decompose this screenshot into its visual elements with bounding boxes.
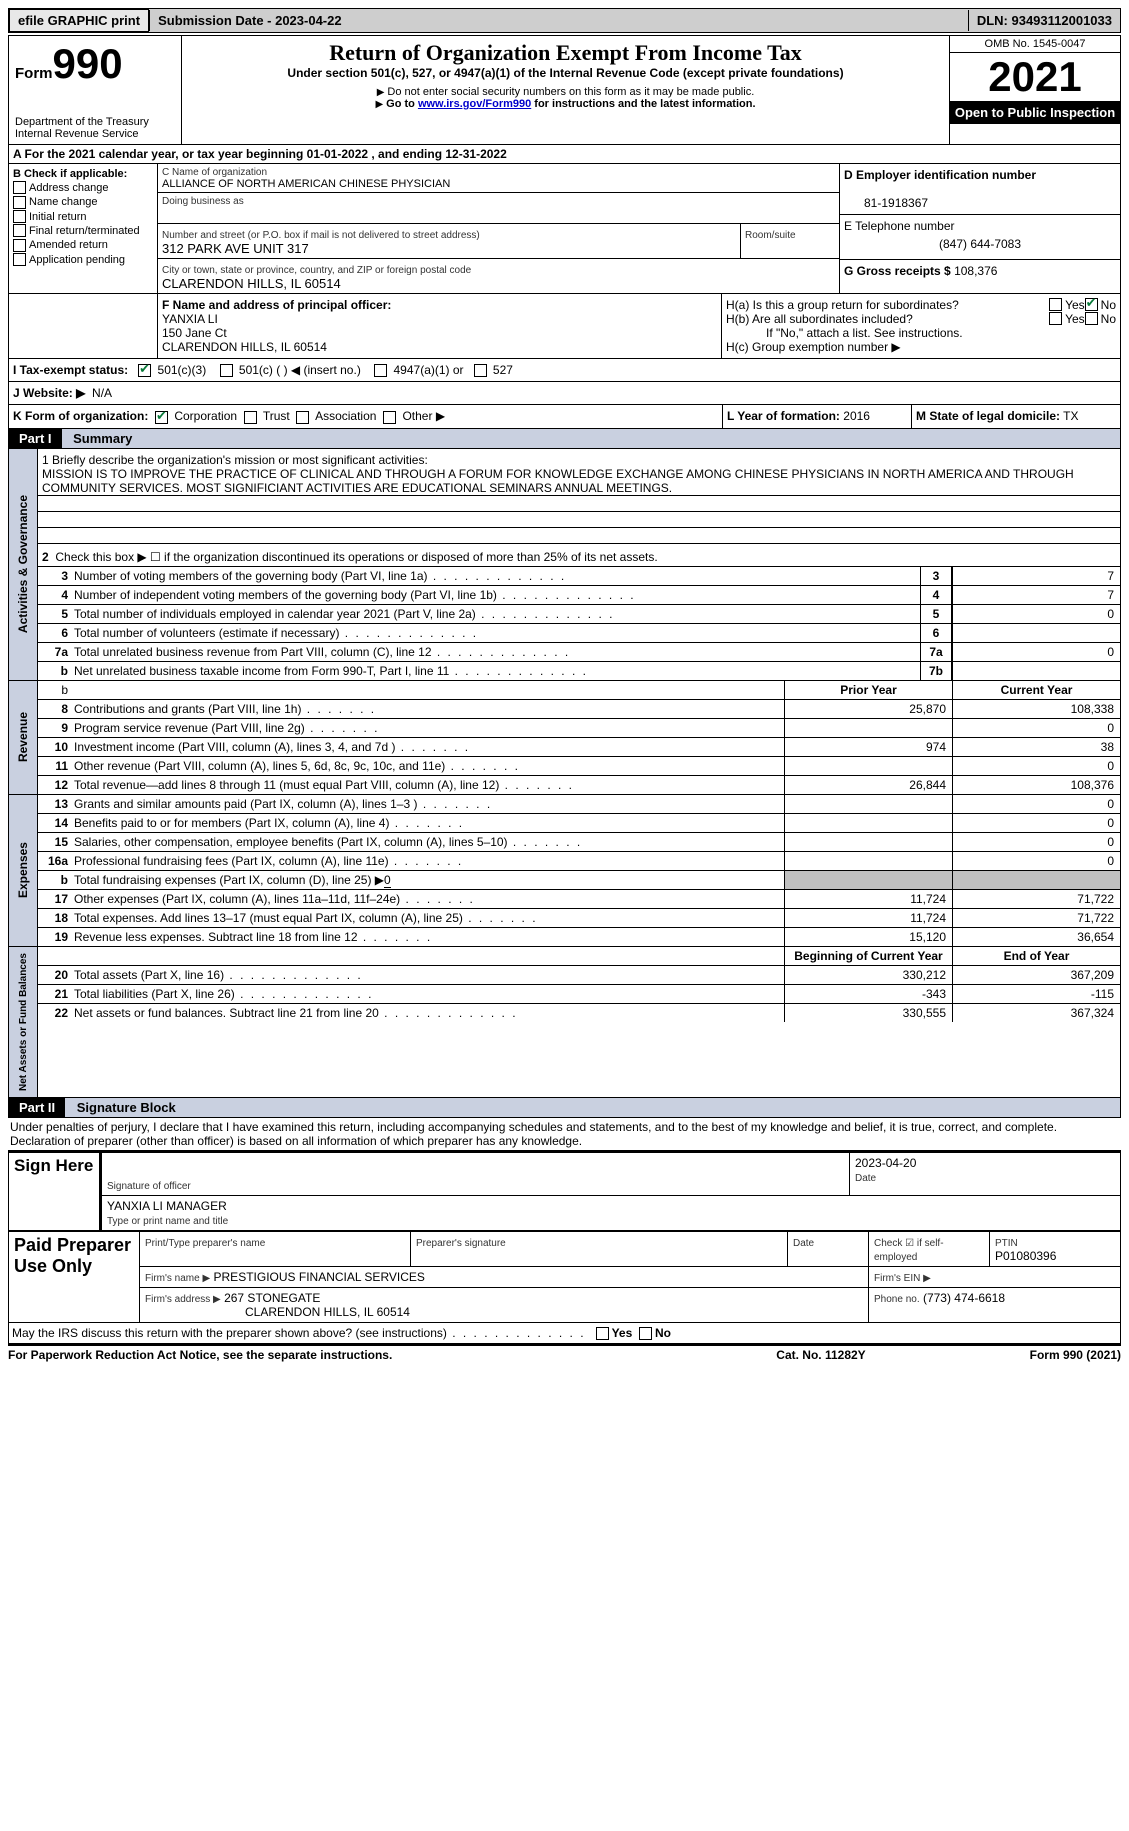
tax-year: 2021 xyxy=(950,53,1120,101)
discuss-row: May the IRS discuss this return with the… xyxy=(8,1323,1121,1344)
website-val: N/A xyxy=(92,386,112,400)
side-ag: Activities & Governance xyxy=(14,489,32,639)
checkbox-initial-return[interactable] xyxy=(13,210,26,223)
street: 312 PARK AVE UNIT 317 xyxy=(162,241,309,256)
ag-row: 7aTotal unrelated business revenue from … xyxy=(38,642,1120,661)
boxB-title: B Check if applicable: xyxy=(13,168,153,180)
cb-corp[interactable] xyxy=(155,411,168,424)
rev-row: 11Other revenue (Part VIII, column (A), … xyxy=(38,756,1120,775)
exp-row: 18Total expenses. Add lines 13–17 (must … xyxy=(38,908,1120,927)
officer-name-title: YANXIA LI MANAGER xyxy=(107,1199,227,1213)
ha-no[interactable] xyxy=(1085,298,1098,311)
note1: Do not enter social security numbers on … xyxy=(387,86,754,98)
form-subtitle: Under section 501(c), 527, or 4947(a)(1)… xyxy=(186,66,945,80)
firm-phone: (773) 474-6618 xyxy=(923,1291,1005,1305)
cb-4947[interactable] xyxy=(374,364,387,377)
omb-number: OMB No. 1545-0047 xyxy=(950,36,1120,53)
expenses-block: Expenses 13Grants and similar amounts pa… xyxy=(8,795,1121,947)
ag-row: 3Number of voting members of the governi… xyxy=(38,566,1120,585)
open-inspection: Open to Public Inspection xyxy=(950,101,1120,124)
ptin: P01080396 xyxy=(995,1249,1056,1263)
org-info-section: B Check if applicable: Address change Na… xyxy=(8,164,1121,294)
efile-print-button[interactable]: efile GRAPHIC print xyxy=(9,9,149,32)
hb-yes[interactable] xyxy=(1049,312,1062,325)
side-exp: Expenses xyxy=(14,836,32,904)
officer-name: YANXIA LI xyxy=(162,312,218,326)
exp-row: 14Benefits paid to or for members (Part … xyxy=(38,813,1120,832)
cb-assoc[interactable] xyxy=(296,411,309,424)
tax-exempt-row: I Tax-exempt status: 501(c)(3) 501(c) ( … xyxy=(8,359,1121,382)
ha-yes[interactable] xyxy=(1049,298,1062,311)
footer: For Paperwork Reduction Act Notice, see … xyxy=(8,1344,1121,1362)
firm-addr: 267 STONEGATE xyxy=(224,1291,320,1305)
hb-no[interactable] xyxy=(1085,312,1098,325)
checkbox-address-change[interactable] xyxy=(13,181,26,194)
klm-row: K Form of organization: Corporation Trus… xyxy=(8,405,1121,428)
part2-header: Part II Signature Block xyxy=(8,1098,1121,1118)
form-header: Form990 Department of the Treasury Inter… xyxy=(8,35,1121,145)
ag-row: 4Number of independent voting members of… xyxy=(38,585,1120,604)
year-formation: 2016 xyxy=(843,409,870,423)
paid-preparer-table: Paid Preparer Use Only Print/Type prepar… xyxy=(8,1231,1121,1323)
discuss-yes[interactable] xyxy=(596,1327,609,1340)
officer-section: F Name and address of principal officer:… xyxy=(8,294,1121,359)
exp-row: 13Grants and similar amounts paid (Part … xyxy=(38,795,1120,813)
ag-row: 6Total number of volunteers (estimate if… xyxy=(38,623,1120,642)
city: CLARENDON HILLS, IL 60514 xyxy=(162,276,341,291)
exp-row: 17Other expenses (Part IX, column (A), l… xyxy=(38,889,1120,908)
discuss-no[interactable] xyxy=(639,1327,652,1340)
rev-row: 12Total revenue—add lines 8 through 11 (… xyxy=(38,775,1120,794)
exp-row: 16aProfessional fundraising fees (Part I… xyxy=(38,851,1120,870)
topbar: efile GRAPHIC print Submission Date - 20… xyxy=(8,8,1121,33)
cb-527[interactable] xyxy=(474,364,487,377)
sign-date: 2023-04-20 xyxy=(855,1156,916,1170)
state-domicile: TX xyxy=(1063,409,1078,423)
penalty-text: Under penalties of perjury, I declare th… xyxy=(8,1118,1121,1151)
firm-name: PRESTIGIOUS FINANCIAL SERVICES xyxy=(214,1270,425,1284)
website-row: J Website: ▶ N/A xyxy=(8,382,1121,405)
gross-receipts: 108,376 xyxy=(954,264,997,278)
checkbox-name-change[interactable] xyxy=(13,196,26,209)
ag-row: bNet unrelated business taxable income f… xyxy=(38,661,1120,680)
net-row: 22Net assets or fund balances. Subtract … xyxy=(38,1003,1120,1022)
rev-row: 10Investment income (Part VIII, column (… xyxy=(38,737,1120,756)
cb-501c3[interactable] xyxy=(138,364,151,377)
tax-year-line: A For the 2021 calendar year, or tax yea… xyxy=(8,145,1121,164)
net-row: 20Total assets (Part X, line 16)330,2123… xyxy=(38,965,1120,984)
phone: (847) 644-7083 xyxy=(844,233,1116,255)
cb-501c[interactable] xyxy=(220,364,233,377)
org-name: ALLIANCE OF NORTH AMERICAN CHINESE PHYSI… xyxy=(162,178,450,190)
sign-here-table: Sign Here Signature of officer 2023-04-2… xyxy=(8,1151,1121,1231)
checkbox-amended[interactable] xyxy=(13,239,26,252)
dept-label: Department of the Treasury xyxy=(15,116,175,128)
activities-block: Activities & Governance 1 Briefly descri… xyxy=(8,449,1121,681)
mission-text: MISSION IS TO IMPROVE THE PRACTICE OF CL… xyxy=(38,467,1120,496)
exp-row: bTotal fundraising expenses (Part IX, co… xyxy=(38,870,1120,889)
form-title: Return of Organization Exempt From Incom… xyxy=(186,40,945,66)
checkbox-app-pending[interactable] xyxy=(13,253,26,266)
side-rev: Revenue xyxy=(14,706,32,768)
net-row: 21Total liabilities (Part X, line 26)-34… xyxy=(38,984,1120,1003)
cb-trust[interactable] xyxy=(244,411,257,424)
netassets-block: Net Assets or Fund Balances Beginning of… xyxy=(8,947,1121,1098)
rev-row: 9Program service revenue (Part VIII, lin… xyxy=(38,718,1120,737)
ag-row: 5Total number of individuals employed in… xyxy=(38,604,1120,623)
checkbox-final-return[interactable] xyxy=(13,224,26,237)
form-label: Form xyxy=(15,65,53,82)
rev-row: 8Contributions and grants (Part VIII, li… xyxy=(38,699,1120,718)
ein: 81-1918367 xyxy=(844,196,928,210)
revenue-block: Revenue b Prior Year Current Year 8Contr… xyxy=(8,681,1121,795)
form-number: 990 xyxy=(53,40,123,87)
exp-row: 15Salaries, other compensation, employee… xyxy=(38,832,1120,851)
dln: DLN: 93493112001033 xyxy=(968,10,1120,31)
submission-date: Submission Date - 2023-04-22 xyxy=(149,10,350,31)
irs-link[interactable]: www.irs.gov/Form990 xyxy=(418,98,531,110)
exp-row: 19Revenue less expenses. Subtract line 1… xyxy=(38,927,1120,946)
cb-other[interactable] xyxy=(383,411,396,424)
part1-header: Part I Summary xyxy=(8,429,1121,449)
irs-label: Internal Revenue Service xyxy=(15,128,175,140)
side-net: Net Assets or Fund Balances xyxy=(16,947,31,1097)
